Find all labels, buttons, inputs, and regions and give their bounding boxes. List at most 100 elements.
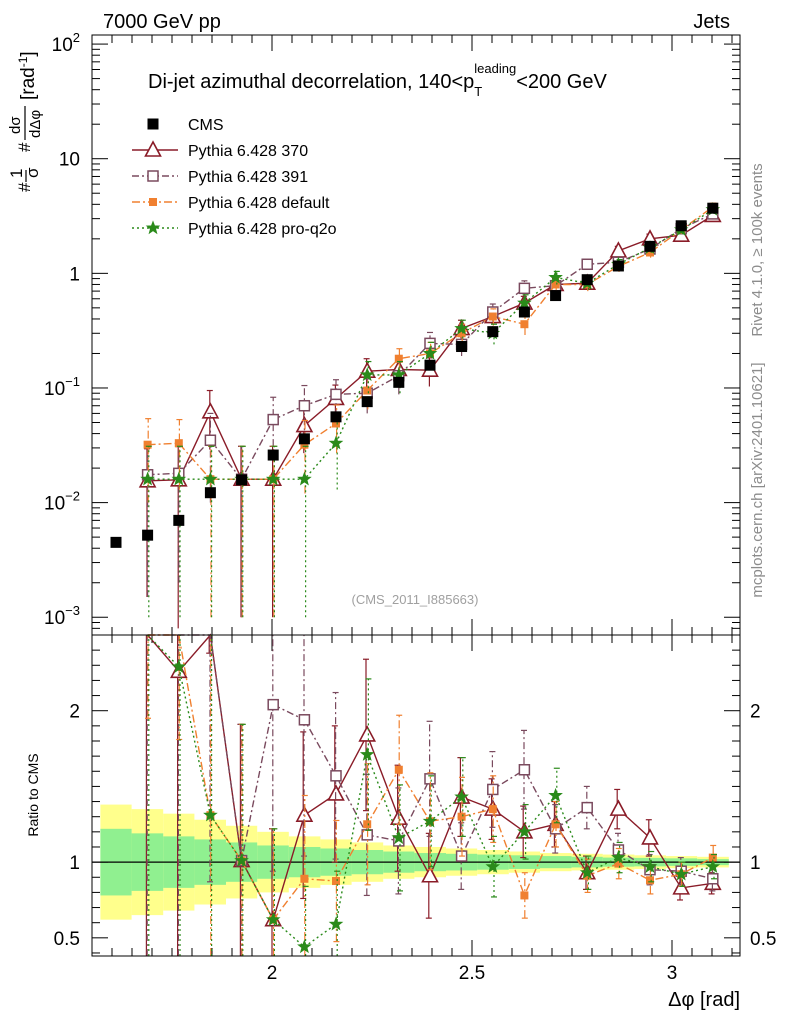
ratio-point (394, 765, 403, 774)
rivet-label: Rivet 4.1.0, ≥ 100k events (749, 163, 766, 336)
data-point (267, 413, 279, 426)
title-sup: leading (474, 61, 516, 76)
main-data-layer (110, 201, 722, 629)
cms-point (298, 433, 310, 445)
data-point (520, 320, 529, 329)
ratio-uncertainty-band (92, 804, 740, 920)
main-y-tick-label: 10−1 (44, 374, 80, 400)
ratio-axis-ticks (92, 635, 740, 956)
header-right: Jets (693, 11, 730, 33)
ratio-series-pythia-6-428-pro-q2o (147, 634, 721, 956)
data-point (454, 320, 469, 335)
data-point (297, 471, 312, 486)
ylabel-dsigma: dσ (7, 116, 24, 134)
x-tick-label: 3 (667, 963, 678, 984)
legend: CMS Pythia 6.428 370 Pythia 6.428 391 Pythi… (132, 117, 337, 238)
ratio-point (422, 813, 438, 828)
data-point (457, 329, 466, 338)
ratio-data-layer (145, 633, 722, 956)
ratio-point (328, 916, 344, 931)
ratio-point (548, 787, 563, 802)
cms-point (424, 359, 436, 371)
data-point (328, 435, 344, 450)
x-tick-label: 2 (267, 963, 278, 984)
ratio-point (517, 824, 532, 839)
data-point (140, 471, 155, 486)
cms-point (361, 396, 373, 408)
legend-entry: Pythia 6.428 391 (132, 169, 308, 186)
legend-entry: Pythia 6.428 default (132, 195, 330, 212)
legend-label: Pythia 6.428 default (188, 195, 330, 212)
ratio-point (267, 698, 279, 711)
data-point (174, 439, 183, 448)
legend-entry: Pythia 6.428 pro-q2o (132, 220, 337, 238)
series-cms (110, 202, 719, 548)
ratio-point (358, 725, 377, 742)
data-point (551, 280, 560, 289)
main-title: Di-jet azimuthal decorrelation, 140<pTle… (148, 61, 607, 99)
main-y-tick-label: 10−2 (44, 489, 80, 515)
data-point (359, 367, 375, 382)
data-point (330, 388, 342, 401)
ratio-point (332, 877, 340, 886)
main-plot-panel: 10−3 10−2 10−1 1 10 102 (44, 30, 741, 636)
legend-marker (147, 118, 159, 130)
ratio-point (300, 874, 309, 883)
header-left: 7000 GeV pp (103, 11, 221, 33)
legend-marker (149, 198, 157, 206)
cms-point (393, 376, 405, 388)
legend-label: Pythia 6.428 370 (188, 143, 308, 160)
ratio-point (171, 659, 187, 674)
data-point (422, 345, 438, 360)
cms-point (204, 487, 216, 499)
ratio-y-tick-label-right: 2 (750, 702, 761, 723)
ratio-point (705, 859, 721, 873)
cms-point (330, 411, 342, 423)
ratio-point (614, 859, 623, 868)
legend-label: CMS (188, 117, 224, 134)
ratio-point (581, 801, 593, 814)
ylabel-hash: # (15, 182, 34, 192)
cms-point (236, 474, 248, 486)
data-point (204, 434, 217, 446)
data-point (609, 241, 628, 258)
main-y-tick-labels: 10−3 10−2 10−1 1 10 102 (44, 30, 80, 629)
ratio-plot-panel: 0.5 0.5 1 1 2 2 2 2.5 3 (54, 633, 777, 984)
ratio-point (673, 866, 689, 881)
data-point (548, 269, 563, 284)
data-point (363, 386, 372, 395)
cms-point (110, 536, 122, 548)
data-point (646, 248, 654, 257)
ylabel-dphi: dΔφ (27, 110, 44, 138)
data-point (488, 312, 497, 321)
ratio-point (488, 805, 497, 814)
cms-point (456, 341, 468, 353)
legend-label: Pythia 6.428 391 (188, 169, 308, 186)
cms-point (173, 514, 185, 526)
ylabel-sigma: σ (23, 167, 42, 178)
ratio-y-tick-label: 1 (69, 853, 80, 874)
ylabel-unit: [rad-1] (16, 51, 39, 100)
cms-point (644, 240, 656, 252)
ratio-point (203, 807, 218, 822)
cms-point (142, 529, 154, 541)
legend-marker (147, 170, 159, 182)
data-point (298, 399, 311, 412)
ratio-tick-labels: 0.5 0.5 1 1 2 2 2 2.5 3 (54, 702, 777, 984)
x-axis-label: Δφ [rad] (668, 989, 740, 1011)
cms-point (581, 274, 593, 286)
ratio-y-axis-label: Ratio to CMS (25, 753, 41, 836)
ratio-point (641, 828, 659, 845)
legend-label: Pythia 6.428 pro-q2o (188, 221, 337, 238)
x-tick-label: 2.5 (459, 963, 485, 984)
ratio-point (391, 830, 407, 845)
ratio-point (297, 939, 312, 954)
ratio-point (363, 820, 372, 829)
legend-entry: Pythia 6.428 370 (132, 140, 308, 160)
ratio-point (609, 799, 628, 816)
ratio-point (234, 852, 249, 867)
cms-point (518, 306, 530, 318)
ratio-point (457, 812, 466, 821)
main-y-tick-label: 102 (52, 30, 80, 56)
